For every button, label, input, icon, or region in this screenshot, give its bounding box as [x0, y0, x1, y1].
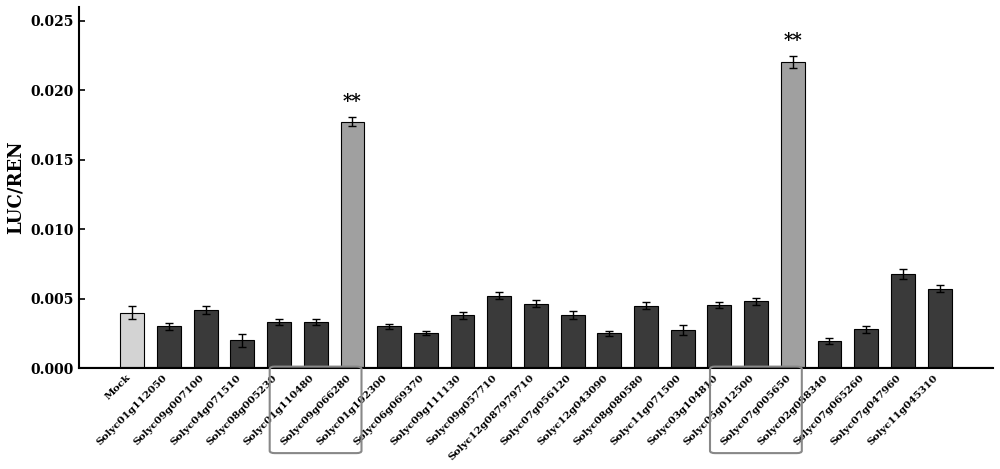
Bar — [157, 326, 181, 368]
Bar — [377, 326, 401, 368]
Bar — [451, 315, 474, 368]
Bar — [744, 302, 768, 368]
Bar — [671, 330, 695, 368]
Bar — [891, 273, 915, 368]
Text: **: ** — [343, 93, 362, 111]
Text: **: ** — [783, 32, 802, 50]
Bar — [561, 315, 585, 368]
Bar — [854, 329, 878, 368]
Bar — [267, 322, 291, 368]
Bar — [781, 62, 805, 368]
Bar — [634, 306, 658, 368]
Bar — [304, 322, 328, 368]
Bar — [341, 121, 364, 368]
Bar — [818, 341, 841, 368]
Bar — [524, 303, 548, 368]
Bar — [230, 340, 254, 368]
Bar — [194, 310, 218, 368]
Bar — [707, 305, 731, 368]
Bar — [414, 333, 438, 368]
Bar — [487, 296, 511, 368]
Y-axis label: LUC/REN: LUC/REN — [7, 141, 25, 234]
Bar — [928, 289, 952, 368]
Bar — [120, 312, 144, 368]
Bar — [597, 333, 621, 368]
